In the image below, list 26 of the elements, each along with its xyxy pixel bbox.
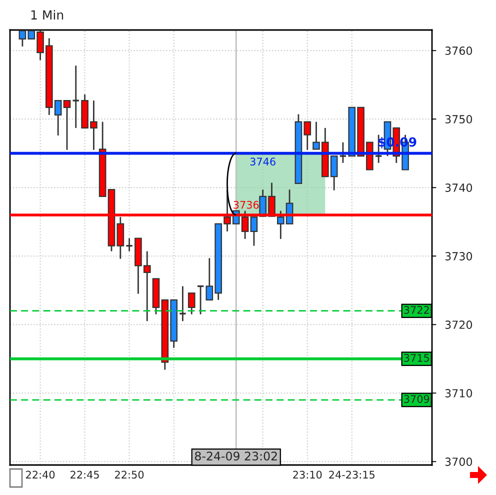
chart-title: 1 Min xyxy=(31,10,64,20)
ref-line-label: 3722 xyxy=(404,306,429,314)
ref-line-label: 3709 xyxy=(404,395,430,403)
candlestick xyxy=(188,292,196,315)
x-tick-label: 22:50 xyxy=(115,470,144,479)
y-tick-label: 3700 xyxy=(445,458,472,466)
x-tick-label: 22:45 xyxy=(70,470,99,479)
y-tick-label: 3750 xyxy=(445,115,472,124)
candlestick xyxy=(125,238,134,252)
x-tick-label: 24-23:15 xyxy=(329,470,374,479)
candlestick xyxy=(63,100,71,151)
y-tick-label: 3740 xyxy=(445,184,472,192)
y-tick-label: 3710 xyxy=(445,389,472,398)
y-tick-label: 3730 xyxy=(445,252,472,260)
annotation: $0.09 xyxy=(378,137,416,148)
annotation: 3746 xyxy=(250,158,276,166)
candlestick xyxy=(72,64,80,129)
x-tick-label: 22:40 xyxy=(26,470,55,479)
ref-line-label: 3715 xyxy=(404,354,429,362)
y-tick-label: 3760 xyxy=(445,46,472,55)
x-tick-label: 23:10 xyxy=(293,470,322,479)
y-tick-label: 3720 xyxy=(445,320,472,329)
annotation: 3736 xyxy=(234,200,259,209)
ref-line-label: 8-24-09 23:02 xyxy=(194,452,277,461)
candlestick xyxy=(178,286,187,322)
candlestick xyxy=(339,142,347,164)
